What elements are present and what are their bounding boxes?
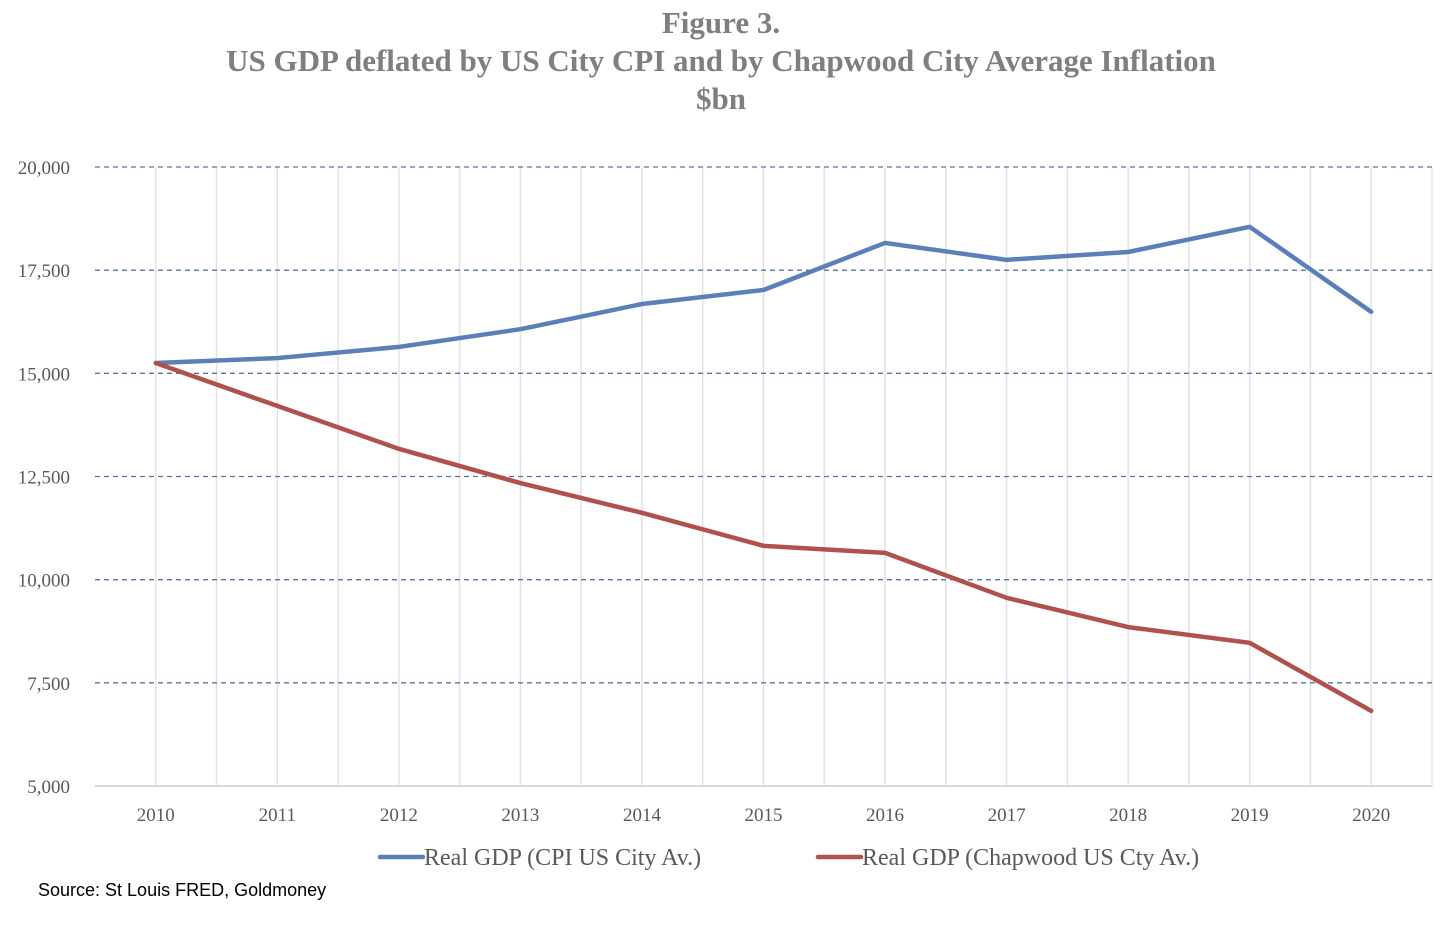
x-tick-label: 2014 — [623, 805, 662, 826]
x-tick-label: 2011 — [259, 805, 296, 826]
x-tick-label: 2018 — [1109, 805, 1147, 826]
x-tick-label: 2019 — [1231, 805, 1269, 826]
y-tick-label: 7,500 — [27, 674, 70, 695]
title-line-1: Figure 3. — [661, 5, 781, 40]
x-tick-label: 2017 — [988, 805, 1026, 826]
y-tick-label: 12,500 — [18, 468, 70, 489]
y-tick-label: 17,500 — [18, 261, 70, 282]
legend-label: Real GDP (CPI US City Av.) — [424, 845, 701, 871]
legend-label: Real GDP (Chapwood US Cty Av.) — [862, 845, 1199, 871]
title-line-3: $bn — [696, 81, 746, 116]
title-line-2: US GDP deflated by US City CPI and by Ch… — [226, 43, 1216, 78]
y-tick-label: 5,000 — [27, 777, 70, 798]
x-tick-label: 2012 — [380, 805, 418, 826]
x-tick-label: 2020 — [1352, 805, 1390, 826]
y-tick-label: 10,000 — [18, 571, 70, 592]
y-tick-label: 20,000 — [18, 158, 70, 179]
source-note: Source: St Louis FRED, Goldmoney — [38, 880, 327, 900]
x-tick-label: 2016 — [866, 805, 904, 826]
y-tick-label: 15,000 — [18, 364, 70, 385]
x-tick-label: 2013 — [501, 805, 539, 826]
x-tick-label: 2010 — [137, 805, 175, 826]
x-tick-label: 2015 — [745, 805, 783, 826]
chart-title: Figure 3. US GDP deflated by US City CPI… — [0, 4, 1442, 118]
